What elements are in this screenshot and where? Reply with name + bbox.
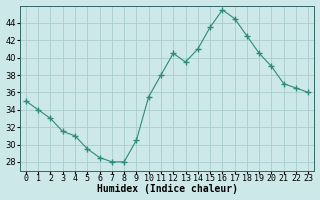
X-axis label: Humidex (Indice chaleur): Humidex (Indice chaleur)	[97, 184, 238, 194]
